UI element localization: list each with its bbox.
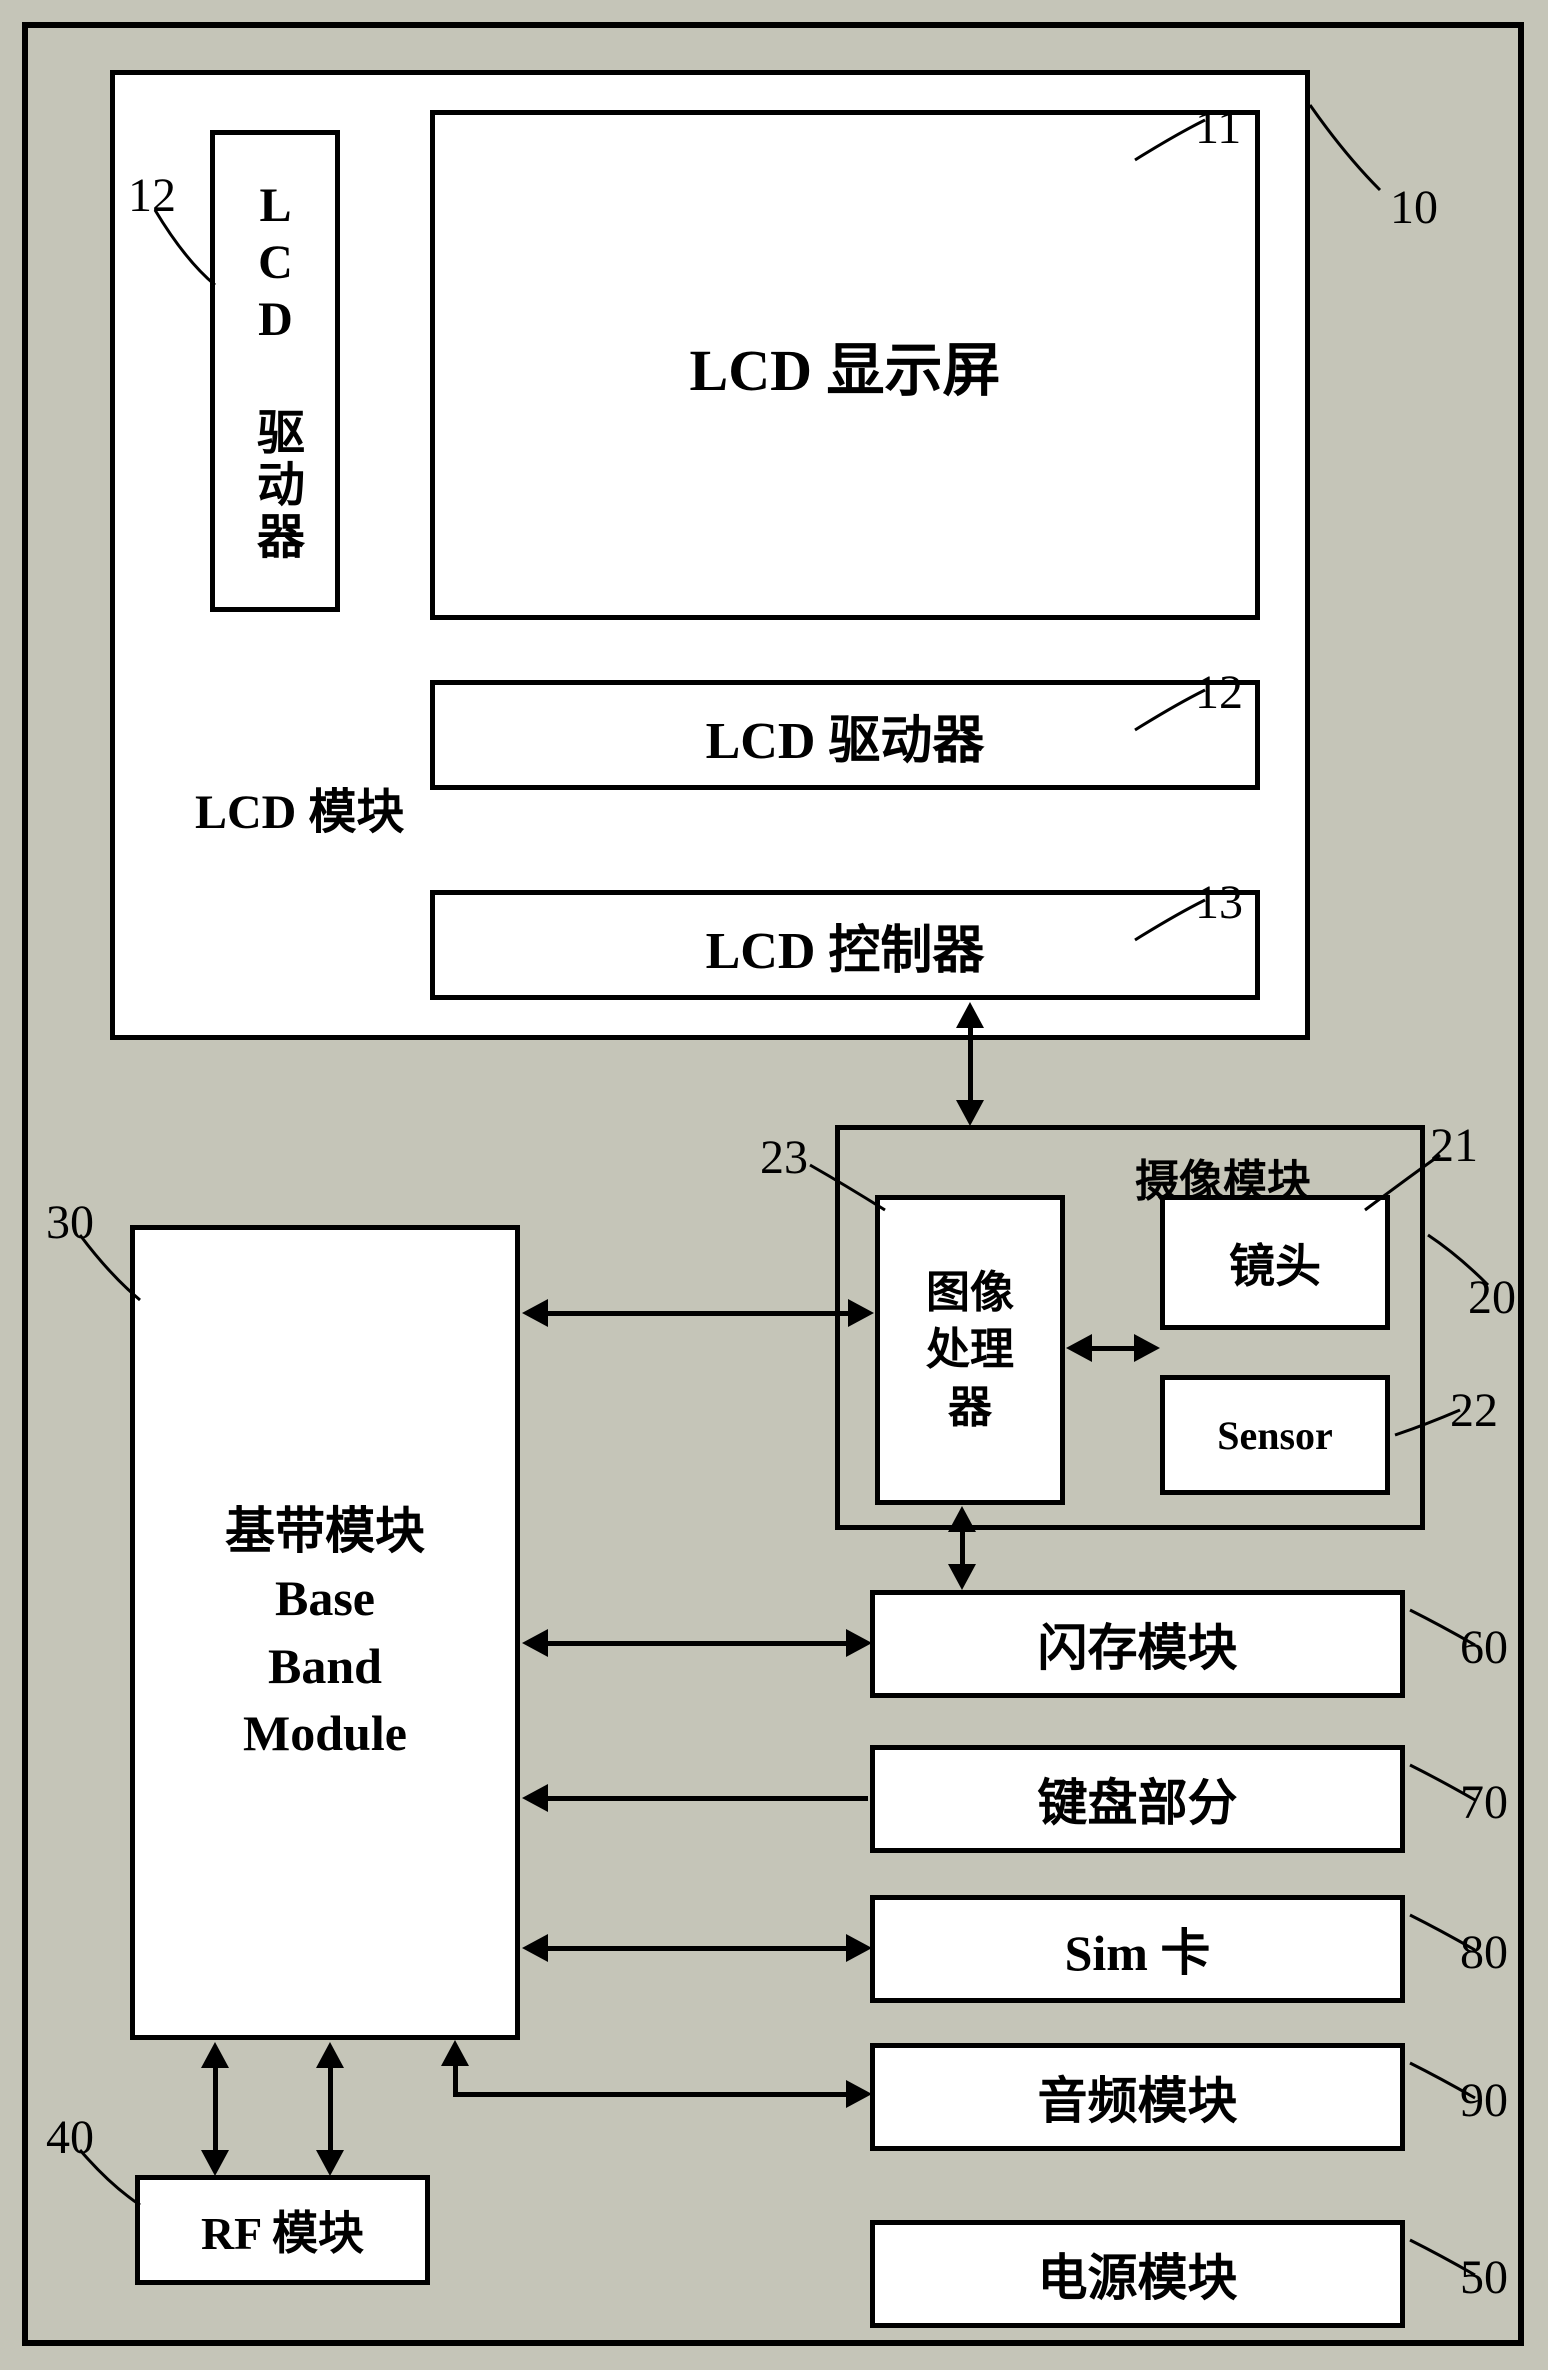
ref-10: 10 <box>1390 180 1438 235</box>
lcd-module-label: LCD 模块 <box>195 772 404 842</box>
arrow-bb-rf-2 <box>328 2056 333 2164</box>
image-processor-box: 图像 处理 器 <box>875 1195 1065 1505</box>
ref-40: 40 <box>46 2110 94 2165</box>
lcd-driver-v-label: LCD 驱动器 <box>240 179 310 563</box>
arrow-head <box>846 1934 872 1962</box>
baseband-label: 基带模块 Base Band Module <box>225 1498 425 1768</box>
power-label: 电源模块 <box>1038 2238 1238 2310</box>
ref-70: 70 <box>1460 1775 1508 1830</box>
lcd-display-label: LCD 显示屏 <box>690 323 1001 407</box>
flash-module-box: 闪存模块 <box>870 1590 1405 1698</box>
arrow-bb-imgproc <box>540 1311 860 1316</box>
ref-23: 23 <box>760 1130 808 1185</box>
arrow-bb-sim <box>540 1946 858 1951</box>
arrow-bb-audio-h <box>453 2092 853 2097</box>
arrow-head <box>316 2150 344 2176</box>
arrow-head <box>1066 1334 1092 1362</box>
ref-21: 21 <box>1430 1118 1478 1173</box>
arrow-bb-rf-1 <box>213 2056 218 2164</box>
arrow-head <box>1134 1334 1160 1362</box>
ref-11: 11 <box>1195 100 1241 155</box>
ref-12v: 12 <box>128 168 176 223</box>
audio-label: 音频模块 <box>1038 2061 1238 2133</box>
rf-module-box: RF 模块 <box>135 2175 430 2285</box>
rf-module-label: RF 模块 <box>201 2197 364 2263</box>
ref-20: 20 <box>1468 1270 1516 1325</box>
ref-90: 90 <box>1460 2073 1508 2128</box>
sensor-box: Sensor <box>1160 1375 1390 1495</box>
lcd-driver-h-label: LCD 驱动器 <box>706 698 985 773</box>
arrow-keyboard-bb <box>546 1796 868 1801</box>
arrow-head <box>522 1299 548 1327</box>
ref-12h: 12 <box>1195 665 1243 720</box>
arrow-head <box>948 1506 976 1532</box>
arrow-head <box>846 1629 872 1657</box>
arrow-head <box>201 2042 229 2068</box>
callout-23 <box>800 1155 900 1225</box>
ref-50: 50 <box>1460 2250 1508 2305</box>
baseband-box: 基带模块 Base Band Module <box>130 1225 520 2040</box>
arrow-head <box>522 1934 548 1962</box>
arrow-bb-flash <box>540 1641 858 1646</box>
ref-80: 80 <box>1460 1925 1508 1980</box>
arrow-head <box>848 1299 874 1327</box>
lcd-display-box: LCD 显示屏 <box>430 110 1260 620</box>
arrow-head <box>846 2080 872 2108</box>
arrow-head <box>522 1629 548 1657</box>
sensor-label: Sensor <box>1217 1412 1333 1459</box>
ref-22: 22 <box>1450 1383 1498 1438</box>
lens-label: 镜头 <box>1229 1230 1321 1296</box>
ref-13: 13 <box>1195 875 1243 930</box>
flash-module-label: 闪存模块 <box>1038 1608 1238 1680</box>
ref-60: 60 <box>1460 1620 1508 1675</box>
arrow-head <box>201 2150 229 2176</box>
arrow-head <box>441 2040 469 2066</box>
lcd-controller-label: LCD 控制器 <box>706 908 985 983</box>
image-processor-label: 图像 处理 器 <box>926 1264 1014 1436</box>
sim-label: Sim 卡 <box>1065 1913 1211 1985</box>
arrow-head <box>956 1002 984 1028</box>
ref-30: 30 <box>46 1195 94 1250</box>
audio-box: 音频模块 <box>870 2043 1405 2151</box>
arrow-head <box>522 1784 548 1812</box>
power-box: 电源模块 <box>870 2220 1405 2328</box>
sim-box: Sim 卡 <box>870 1895 1405 2003</box>
arrow-head <box>956 1100 984 1126</box>
keyboard-box: 键盘部分 <box>870 1745 1405 1853</box>
arrow-head <box>316 2042 344 2068</box>
keyboard-label: 键盘部分 <box>1038 1763 1238 1835</box>
arrow-head <box>948 1564 976 1590</box>
